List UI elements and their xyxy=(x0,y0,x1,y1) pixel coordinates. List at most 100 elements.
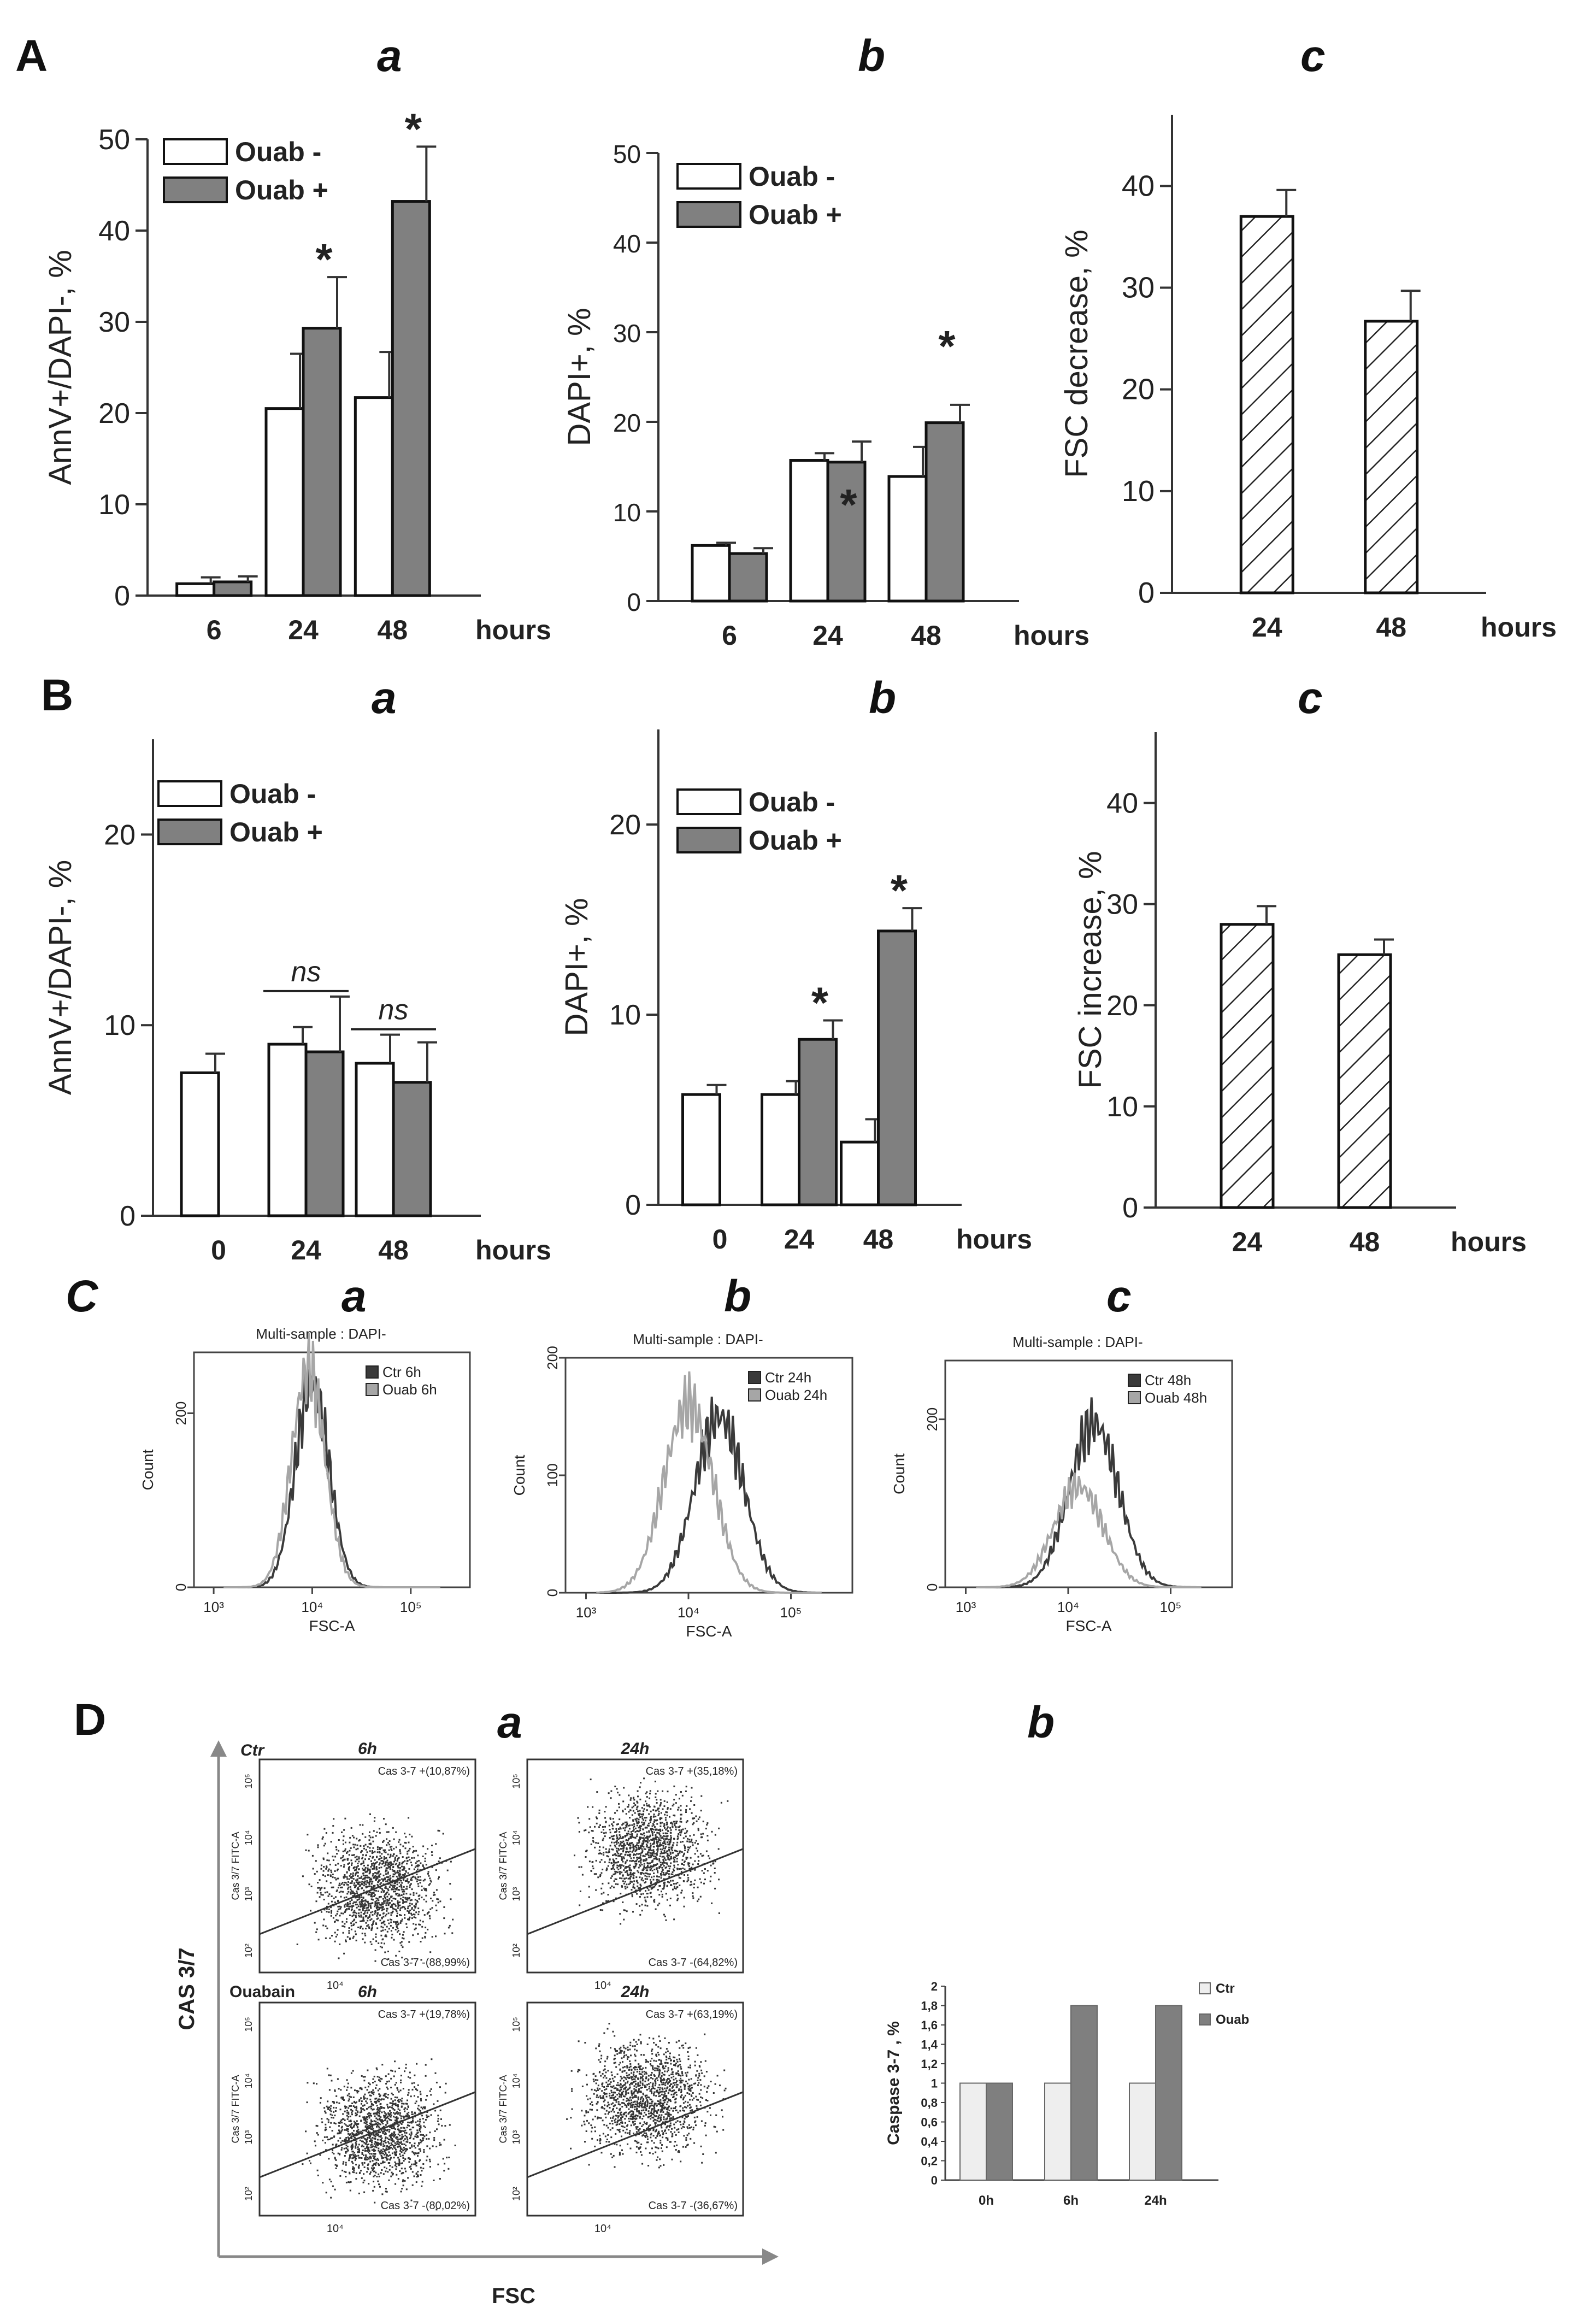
scatter-dot xyxy=(614,1786,616,1787)
scatter-dot xyxy=(327,1874,329,1876)
scatter-dot xyxy=(403,1893,405,1895)
scatter-dot xyxy=(332,2117,334,2119)
scatter-dot xyxy=(337,1877,338,1880)
scatter-dot xyxy=(388,2139,391,2141)
scatter-dot xyxy=(633,1848,635,1850)
scatter-dot xyxy=(399,2122,402,2124)
scatter-dot xyxy=(380,2120,382,2122)
scatter-dot xyxy=(424,1889,426,1891)
scatter-dot xyxy=(385,2129,387,2131)
scatter-dot xyxy=(387,1862,390,1864)
scatter-dot xyxy=(430,2114,432,2116)
scatter-dot xyxy=(399,2138,402,2140)
scatter-dot xyxy=(346,1905,348,1907)
scatter-dot xyxy=(376,2143,378,2145)
scatter-dot xyxy=(416,1864,419,1866)
scatter-dot xyxy=(619,1837,621,1839)
scatter-dot xyxy=(420,2150,421,2152)
scatter-dot xyxy=(355,1866,357,1868)
y-axis-label-Ab: DAPI+, % xyxy=(562,308,597,446)
scatter-dot xyxy=(600,1859,603,1861)
scatter-dot xyxy=(392,1903,394,1905)
scatter-dot xyxy=(660,2103,662,2105)
scatter-dot xyxy=(659,1799,662,1801)
scatter-dot xyxy=(384,2157,386,2159)
scatter-dot xyxy=(680,2075,682,2077)
scatter-dot xyxy=(399,2134,401,2136)
scatter-dot xyxy=(378,2163,380,2165)
scatter-dot xyxy=(634,2103,637,2105)
scatter-dot xyxy=(335,1879,337,1881)
scatter-dot xyxy=(661,2063,663,2065)
scatter-dot xyxy=(351,1921,354,1923)
scatter-dot xyxy=(627,1877,629,1880)
scatter-dot xyxy=(397,2136,399,2138)
y-tick-label-Aa: 10 xyxy=(98,489,130,521)
scatter-dot xyxy=(343,2147,345,2150)
scatter-dot xyxy=(338,2130,340,2133)
scatter-dot xyxy=(382,2094,385,2097)
scatter-dot xyxy=(673,1864,675,1866)
scatter-dot xyxy=(413,1905,415,1907)
legend-label-Bb: Ouab - xyxy=(749,787,835,817)
scatter-dot xyxy=(657,2046,659,2048)
scatter-dot xyxy=(396,1860,398,1862)
scatter-dot xyxy=(418,1898,420,1900)
scatter-dot xyxy=(653,1900,655,1902)
scatter-dot xyxy=(391,2092,393,2094)
scatter-dot xyxy=(329,2113,332,2116)
scatter-dot xyxy=(599,2050,601,2052)
scatter-dot xyxy=(335,1846,337,1848)
scatter-dot xyxy=(361,2111,363,2113)
scatter-dot xyxy=(624,1808,626,1810)
scatter-dot xyxy=(606,1900,609,1903)
scatter-dot xyxy=(328,1859,330,1862)
scatter-dot xyxy=(667,1807,669,1809)
scatter-dot xyxy=(380,2099,382,2101)
scatter-dot xyxy=(399,1907,402,1909)
scatter-dot xyxy=(418,2143,420,2145)
scatter-dot xyxy=(616,1840,618,1842)
scatter-dot xyxy=(334,1901,336,1904)
scatter-dot xyxy=(383,2151,385,2153)
scatter-dot xyxy=(438,1860,440,1863)
scatter-dot xyxy=(663,1824,666,1827)
scatter-dot xyxy=(340,1857,342,1859)
scatter-dot xyxy=(356,2134,358,2136)
scatter-dot xyxy=(634,1812,636,1814)
scatter-dot xyxy=(417,2175,419,2177)
bar-Aa-Ouab+-48 xyxy=(391,200,431,597)
scatter-dot xyxy=(330,2105,332,2107)
scatter-dot xyxy=(327,2106,329,2109)
scatter-dot xyxy=(342,1932,344,1934)
scatter-inner-ylabel-0: Cas 3/7 FITC-A xyxy=(230,1832,241,1900)
scatter-dot xyxy=(353,1923,355,1926)
scatter-dot xyxy=(646,2128,647,2130)
scatter-dot xyxy=(623,2103,626,2105)
scatter-dot xyxy=(663,1883,666,1886)
scatter-dot xyxy=(338,1839,340,1841)
scatter-dot xyxy=(673,1918,675,1921)
scatter-dot xyxy=(588,1896,590,1898)
hist-legend-label-Cc: Ctr 48h xyxy=(1145,1372,1191,1388)
scatter-dot xyxy=(618,1806,620,1809)
scatter-dot xyxy=(649,1835,651,1838)
scatter-dot xyxy=(374,2158,376,2160)
scatter-dot xyxy=(420,2130,421,2133)
scatter-dot xyxy=(437,1878,439,1880)
scatter-dot xyxy=(670,1836,672,1839)
scatter-dot xyxy=(711,1902,713,1904)
scatter-dot xyxy=(404,1917,406,1919)
scatter-dot xyxy=(361,2145,363,2147)
scatter-dot xyxy=(433,1892,435,1894)
scatter-dot xyxy=(302,2163,304,2165)
scatter-dot xyxy=(365,1886,367,1888)
scatter-dot xyxy=(627,1833,629,1835)
scatter-dot xyxy=(639,2082,641,2084)
scatter-dot xyxy=(420,1879,422,1881)
scatter-dot xyxy=(668,1841,670,1843)
scatter-dot xyxy=(381,1909,383,1911)
scatter-dot xyxy=(372,2104,374,2106)
scatter-dot xyxy=(370,2128,372,2130)
scatter-dot xyxy=(595,1873,597,1875)
